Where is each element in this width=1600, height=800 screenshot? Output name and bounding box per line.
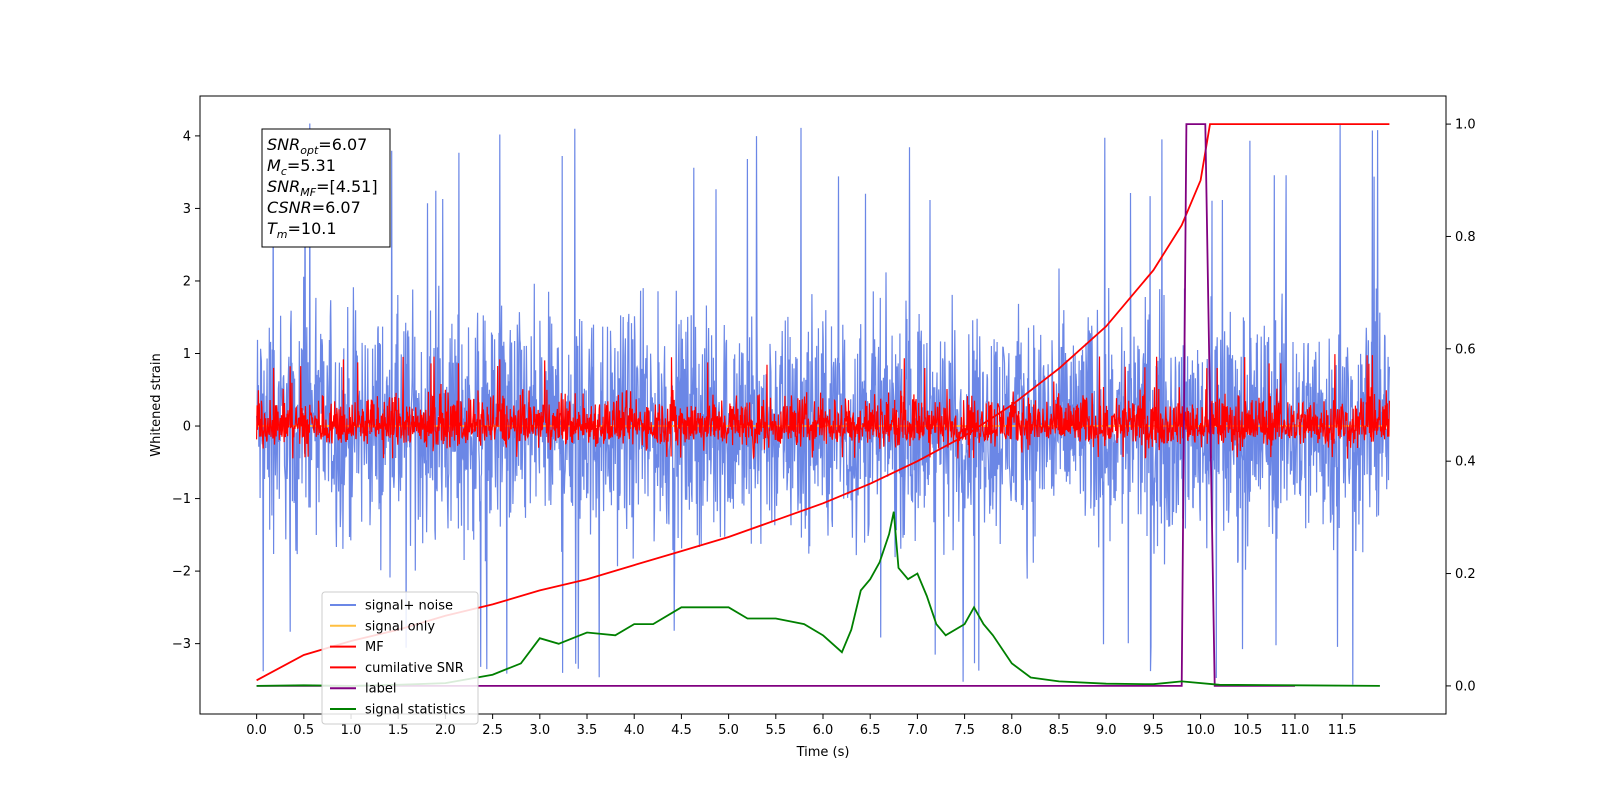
y-tick-label-right: 0.8 bbox=[1455, 230, 1476, 245]
x-tick-label: 2.0 bbox=[435, 723, 456, 738]
x-tick-label: 5.0 bbox=[718, 723, 739, 738]
series-line-2 bbox=[256, 354, 1390, 460]
x-tick-label: 6.0 bbox=[813, 723, 834, 738]
x-tick-label: 3.0 bbox=[529, 723, 550, 738]
x-tick-label: 6.5 bbox=[860, 723, 881, 738]
x-tick-label: 8.0 bbox=[1001, 723, 1022, 738]
series-line-5 bbox=[256, 511, 1380, 687]
y-tick-label-left: 2 bbox=[183, 274, 191, 289]
annotation-line: Tm=10.1 bbox=[267, 219, 337, 241]
x-tick-label: 4.5 bbox=[671, 723, 692, 738]
x-tick-label: 1.0 bbox=[341, 723, 362, 738]
y-tick-label-right: 0.6 bbox=[1455, 342, 1476, 357]
annotation-line: SNRMF=[4.51] bbox=[267, 177, 378, 199]
x-tick-label: 7.0 bbox=[907, 723, 928, 738]
legend: signal+ noise signal only MF cumilative SNR… bbox=[321, 591, 479, 725]
y-axis-left: −3 −2 −1 0 1 2 3 4 bbox=[172, 129, 200, 652]
y-axis-right: 0.0 0.2 0.4 0.6 0.8 1.0 bbox=[1446, 118, 1476, 694]
y-tick-label-left: −1 bbox=[172, 492, 191, 507]
y-tick-label-left: −3 bbox=[172, 637, 191, 652]
legend-entry: label bbox=[365, 682, 396, 697]
y-tick-label-left: 4 bbox=[183, 129, 191, 144]
x-tick-label: 1.5 bbox=[388, 723, 409, 738]
annotation-line: Mc=5.31 bbox=[267, 156, 336, 178]
y-tick-label-right: 1.0 bbox=[1455, 118, 1476, 133]
y-tick-label-left: 3 bbox=[183, 202, 191, 217]
x-tick-label: 9.0 bbox=[1096, 723, 1117, 738]
annotation-line: SNRopt=6.07 bbox=[267, 135, 367, 157]
x-tick-label: 5.5 bbox=[765, 723, 786, 738]
series-line-4 bbox=[256, 123, 1295, 687]
x-tick-label: 9.5 bbox=[1143, 723, 1164, 738]
legend-entry: MF bbox=[365, 640, 384, 655]
x-tick-label: 7.5 bbox=[954, 723, 975, 738]
x-tick-label: 10.5 bbox=[1233, 723, 1262, 738]
annotation-line: CSNR=6.07 bbox=[267, 198, 361, 217]
x-tick-label: 11.5 bbox=[1328, 723, 1357, 738]
x-tick-label: 0.5 bbox=[293, 723, 314, 738]
y-tick-label-left: 1 bbox=[183, 347, 191, 362]
x-axis-label: Time (s) bbox=[796, 745, 850, 760]
y-tick-label-left: 0 bbox=[183, 420, 191, 435]
x-tick-label: 10.0 bbox=[1186, 723, 1215, 738]
x-tick-label: 11.0 bbox=[1280, 723, 1309, 738]
x-axis: 0.0 0.5 1.0 1.5 2.0 2.5 3.0 3.5 4.0 4.5 5.0 5.5 6.0 6… bbox=[246, 714, 1357, 738]
x-tick-label: 0.0 bbox=[246, 723, 267, 738]
y-tick-label-left: −2 bbox=[172, 565, 191, 580]
x-tick-label: 2.5 bbox=[482, 723, 503, 738]
y-tick-label-right: 0.0 bbox=[1455, 679, 1476, 694]
legend-entry: signal only bbox=[365, 619, 435, 634]
x-tick-label: 8.5 bbox=[1049, 723, 1070, 738]
y-tick-label-right: 0.4 bbox=[1455, 455, 1476, 470]
x-tick-label: 4.0 bbox=[624, 723, 645, 738]
legend-entry: signal+ noise bbox=[365, 599, 453, 614]
legend-entry: signal statistics bbox=[365, 703, 466, 718]
legend-entry: cumilative SNR bbox=[365, 661, 464, 676]
y-tick-label-right: 0.2 bbox=[1455, 567, 1476, 582]
x-tick-label: 3.5 bbox=[577, 723, 598, 738]
y-axis-label: Whitened strain bbox=[149, 353, 164, 456]
